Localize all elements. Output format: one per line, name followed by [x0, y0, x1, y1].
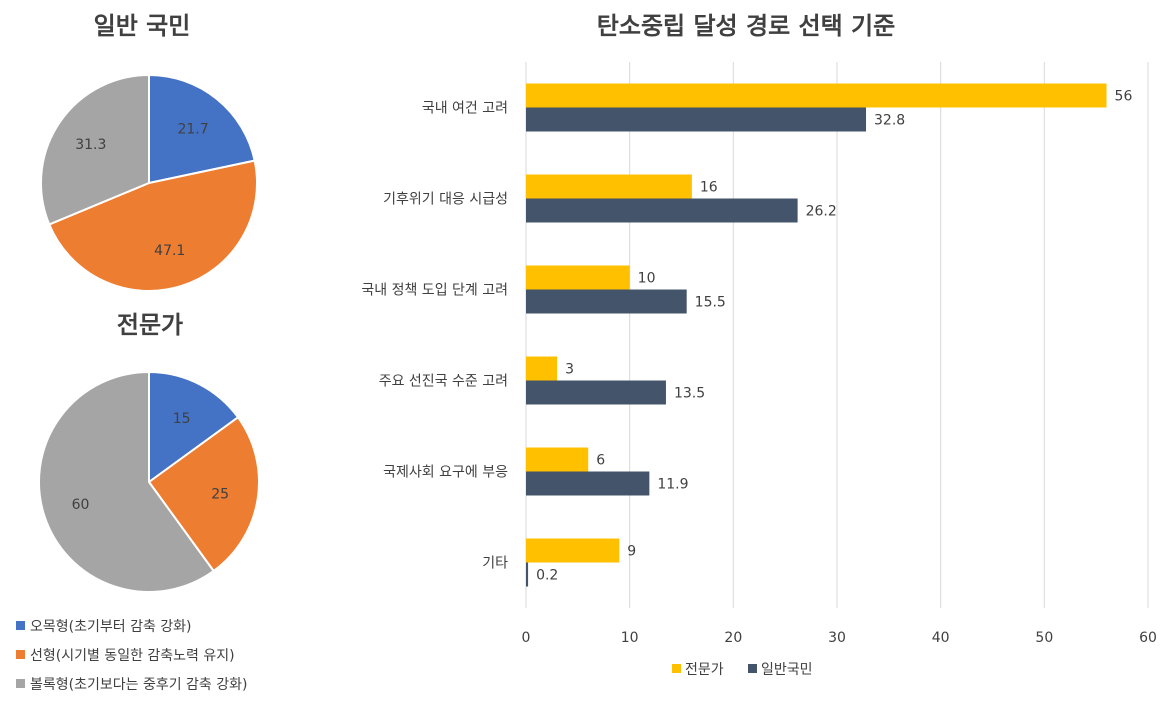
bar-category-label-0: 국내 여건 고려 [422, 101, 508, 117]
bar-expert-value-label-0: 56 [1115, 89, 1133, 105]
bar-expert-2 [526, 265, 630, 290]
pie-chart-public: 21.7 47.1 31.3 [40, 73, 258, 292]
pie-expert-value-label-0: 15 [173, 411, 191, 427]
pie-legend-label-0: 오목형(초기부터 감축 강화) [30, 619, 192, 635]
pie-public-value-label-1: 47.1 [154, 243, 185, 259]
bar-public-2 [526, 289, 687, 314]
pie-legend-label-2: 볼록형(초기보다는 중후기 감축 강화) [30, 677, 247, 693]
bar-legend: 전문가 일반국민 [672, 662, 813, 678]
bar-expert-3 [526, 356, 558, 381]
pie-expert-value-label-1: 25 [211, 486, 229, 502]
bar-x-tick-3: 30 [828, 630, 846, 646]
pie-public-value-label-2: 31.3 [75, 137, 106, 153]
bar-chart-bars: 56 32.8 16 26.2 10 15.5 3 13.5 6 11.9 9 0.2 [526, 83, 1133, 587]
bar-public-value-label-3: 13.5 [674, 386, 705, 402]
bar-x-tick-5: 50 [1035, 630, 1053, 646]
bar-chart-title: 탄소중립 달성 경로 선택 기준 [597, 12, 895, 40]
bar-x-tick-4: 40 [932, 630, 950, 646]
bar-x-axis-ticks: 0 10 20 30 40 50 60 [522, 630, 1157, 646]
bar-public-5 [526, 562, 529, 587]
bar-public-1 [526, 198, 798, 223]
bar-x-tick-0: 0 [522, 630, 531, 646]
pie-public-value-label-0: 21.7 [177, 122, 208, 138]
pie-legend-swatch-0 [16, 621, 25, 630]
bar-expert-1 [526, 174, 692, 199]
pie-legend-swatch-2 [16, 679, 25, 688]
bar-public-4 [526, 471, 650, 496]
bar-legend-label-0: 전문가 [685, 662, 724, 678]
bar-x-tick-2: 20 [724, 630, 742, 646]
pie-expert-slice-2 [38, 370, 216, 593]
pie-title-public: 일반 국민 [94, 12, 191, 40]
bar-expert-5 [526, 538, 620, 563]
pie-legend-swatch-1 [16, 650, 25, 659]
bar-public-value-label-0: 32.8 [874, 113, 905, 129]
bar-category-label-5: 기타 [482, 556, 508, 572]
pie-public-slice-0 [148, 73, 256, 185]
bar-public-0 [526, 107, 867, 132]
pie-legend-label-1: 선형(시기별 동일한 감축노력 유지) [30, 648, 235, 664]
bar-gridlines [525, 62, 1149, 608]
bar-legend-swatch-1 [748, 664, 757, 673]
bar-public-3 [526, 380, 666, 405]
bar-public-value-label-1: 26.2 [806, 204, 837, 220]
bar-expert-4 [526, 447, 589, 472]
bar-expert-value-label-3: 3 [565, 362, 574, 378]
bar-public-value-label-5: 0.2 [536, 568, 558, 584]
bar-x-tick-6: 60 [1139, 630, 1157, 646]
pie-legend: 오목형(초기부터 감축 강화) 선형(시기별 동일한 감축노력 유지) 볼록형(초기… [16, 619, 247, 693]
bar-expert-value-label-1: 16 [700, 180, 718, 196]
pie-expert-slice-0 [148, 370, 240, 484]
pie-public-slice-2 [40, 73, 150, 226]
pie-chart-expert: 15 25 60 [38, 370, 260, 593]
bar-public-value-label-2: 15.5 [695, 295, 726, 311]
bar-x-tick-1: 10 [621, 630, 639, 646]
bar-expert-value-label-4: 6 [596, 453, 605, 469]
bar-category-label-4: 국제사회 요구에 부응 [383, 465, 508, 481]
bar-category-label-2: 국내 정책 도입 단계 고려 [361, 283, 508, 299]
pie-public-slice-1 [47, 159, 258, 292]
pie-expert-slice-1 [147, 415, 260, 573]
bar-category-label-1: 기후위기 대응 시급성 [383, 192, 508, 208]
bar-category-label-3: 주요 선진국 수준 고려 [379, 374, 508, 390]
bar-expert-0 [526, 83, 1107, 108]
pie-title-expert: 전문가 [117, 311, 183, 339]
bar-legend-swatch-0 [672, 664, 681, 673]
bar-legend-label-1: 일반국민 [761, 662, 813, 678]
bar-expert-value-label-2: 10 [638, 271, 656, 287]
bar-public-value-label-4: 11.9 [657, 477, 688, 493]
bar-expert-value-label-5: 9 [627, 544, 636, 560]
pie-expert-value-label-2: 60 [72, 497, 90, 513]
